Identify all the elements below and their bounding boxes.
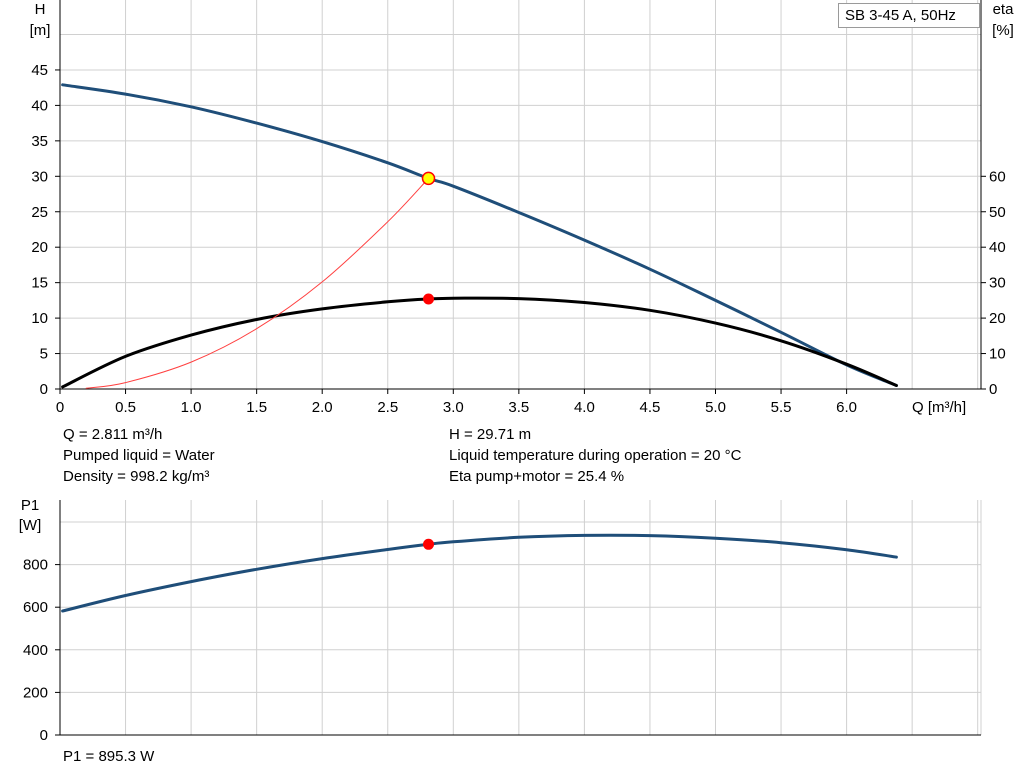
y-tick-label-left: 25	[31, 204, 48, 221]
x-tick-label: 1.5	[246, 399, 267, 416]
x-tick-label: 6.0	[836, 399, 857, 416]
duty-point-efficiency-marker	[423, 293, 435, 305]
y-axis-label-right: eta	[993, 1, 1015, 18]
duty-point-head-marker	[421, 171, 436, 186]
y-tick-label: 0	[40, 727, 48, 744]
x-tick-label: 0	[56, 399, 64, 416]
chart-title: SB 3-45 A, 50Hz	[845, 7, 956, 24]
y-axis-label-left: H	[35, 1, 46, 18]
chart-title-box: SB 3-45 A, 50Hz	[838, 3, 980, 28]
x-axis-label: Q [m³/h]	[912, 399, 966, 416]
system-curve	[85, 177, 429, 389]
y-tick-label-right: 20	[989, 310, 1006, 327]
x-tick-label: 3.0	[443, 399, 464, 416]
x-tick-label: 3.5	[508, 399, 529, 416]
y-tick-label-left: 35	[31, 133, 48, 150]
flow-readout: Q = 2.811 m³/h	[63, 426, 163, 443]
density-readout: Density = 998.2 kg/m³	[63, 468, 210, 485]
x-tick-label: 4.5	[640, 399, 661, 416]
y-tick-label-right: 10	[989, 346, 1006, 363]
info-left: Q = 2.811 m³/h Pumped liquid = Water Den…	[63, 424, 215, 487]
power-chart: 0 200 400 600 800 P1 [W]	[19, 497, 982, 744]
x-tick-label: 1.0	[181, 399, 202, 416]
pumped-liquid-readout: Pumped liquid = Water	[63, 447, 215, 464]
y-tick-label: 400	[23, 642, 48, 659]
y-axis-unit-left: [m]	[30, 22, 51, 39]
head-efficiency-chart: 0 0.5 1.0 1.5 2.0 2.5 3.0 3.5 4.0 4.5 5.0 5.5 6.0 0 5 1…	[30, 0, 1015, 416]
y-tick-label-left: 30	[31, 168, 48, 185]
x-tick-label: 2.5	[377, 399, 398, 416]
y-tick-label-right: 40	[989, 239, 1006, 256]
y-axis-unit-right: [%]	[992, 22, 1014, 39]
y-tick-label-left: 10	[31, 310, 48, 327]
x-tick-label: 5.5	[771, 399, 792, 416]
x-tick-label: 4.0	[574, 399, 595, 416]
y-tick-label: 600	[23, 599, 48, 616]
efficiency-readout: Eta pump+motor = 25.4 %	[449, 468, 625, 485]
y-tick-label-left: 15	[31, 275, 48, 292]
x-tick-label: 5.0	[705, 399, 726, 416]
y-tick-label: 800	[23, 557, 48, 574]
info-right: H = 29.71 m Liquid temperature during op…	[449, 424, 741, 487]
y-tick-label-right: 60	[989, 168, 1006, 185]
y-tick-label: 200	[23, 684, 48, 701]
y-tick-label-left: 0	[40, 381, 48, 398]
liquid-temp-readout: Liquid temperature during operation = 20…	[449, 447, 742, 464]
y-tick-label-left: 40	[31, 97, 48, 114]
y-tick-label-left: 20	[31, 239, 48, 256]
y-tick-label-right: 50	[989, 204, 1006, 221]
x-tick-label: 2.0	[312, 399, 333, 416]
y-tick-label-right: 30	[989, 275, 1006, 292]
y-axis-label: P1	[21, 497, 39, 514]
head-curve	[61, 83, 898, 387]
y-tick-label-left: 45	[31, 62, 48, 79]
y-tick-label-left: 5	[40, 346, 48, 363]
duty-point-power-marker	[423, 538, 435, 550]
y-axis-unit: [W]	[19, 517, 42, 534]
x-tick-label: 0.5	[115, 399, 136, 416]
head-readout: H = 29.71 m	[449, 426, 532, 443]
power-readout: P1 = 895.3 W	[63, 748, 155, 765]
info-bottom: P1 = 895.3 W	[63, 746, 154, 767]
power-curve	[61, 533, 898, 613]
efficiency-curve	[61, 296, 898, 389]
y-tick-label-right: 0	[989, 381, 997, 398]
